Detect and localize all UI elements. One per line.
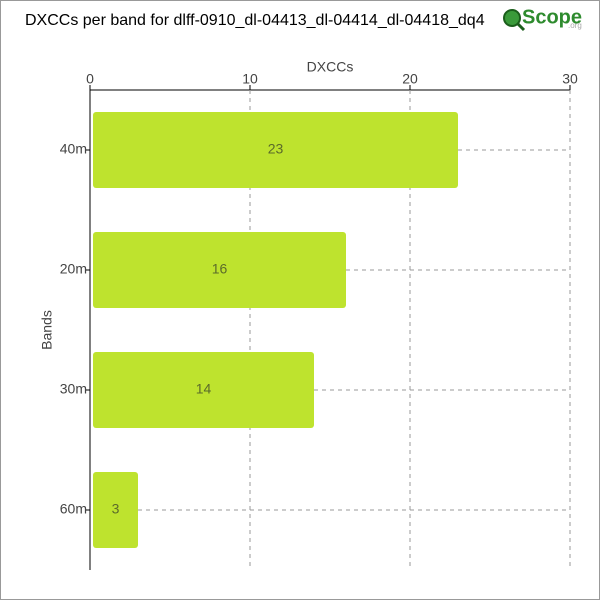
- logo-suffix: .org: [568, 21, 582, 30]
- x-axis-label: DXCCs: [307, 59, 354, 75]
- value-label: 16: [212, 261, 228, 277]
- y-tick-label: 30m: [60, 381, 87, 397]
- x-tick-label: 30: [562, 71, 578, 87]
- x-tick-label: 0: [86, 71, 94, 87]
- bar: [93, 232, 346, 308]
- y-tick-label: 20m: [60, 261, 87, 277]
- value-label: 23: [268, 141, 284, 157]
- logo-icon: [503, 9, 521, 27]
- value-label: 3: [112, 501, 120, 517]
- logo-icon-handle: [516, 22, 526, 32]
- logo-text: Scope: [522, 6, 582, 28]
- value-label: 14: [196, 381, 212, 397]
- bar: [93, 352, 314, 428]
- y-tick-label: 60m: [60, 501, 87, 517]
- bar: [93, 472, 138, 548]
- logo: Scope .org: [498, 4, 590, 36]
- x-tick-label: 20: [402, 71, 418, 87]
- x-tick-label: 10: [242, 71, 258, 87]
- chart-title: DXCCs per band for dlff-0910_dl-04413_dl…: [25, 12, 485, 29]
- y-axis-label: Bands: [39, 310, 55, 350]
- y-tick-label: 40m: [60, 141, 87, 157]
- bar: [93, 112, 458, 188]
